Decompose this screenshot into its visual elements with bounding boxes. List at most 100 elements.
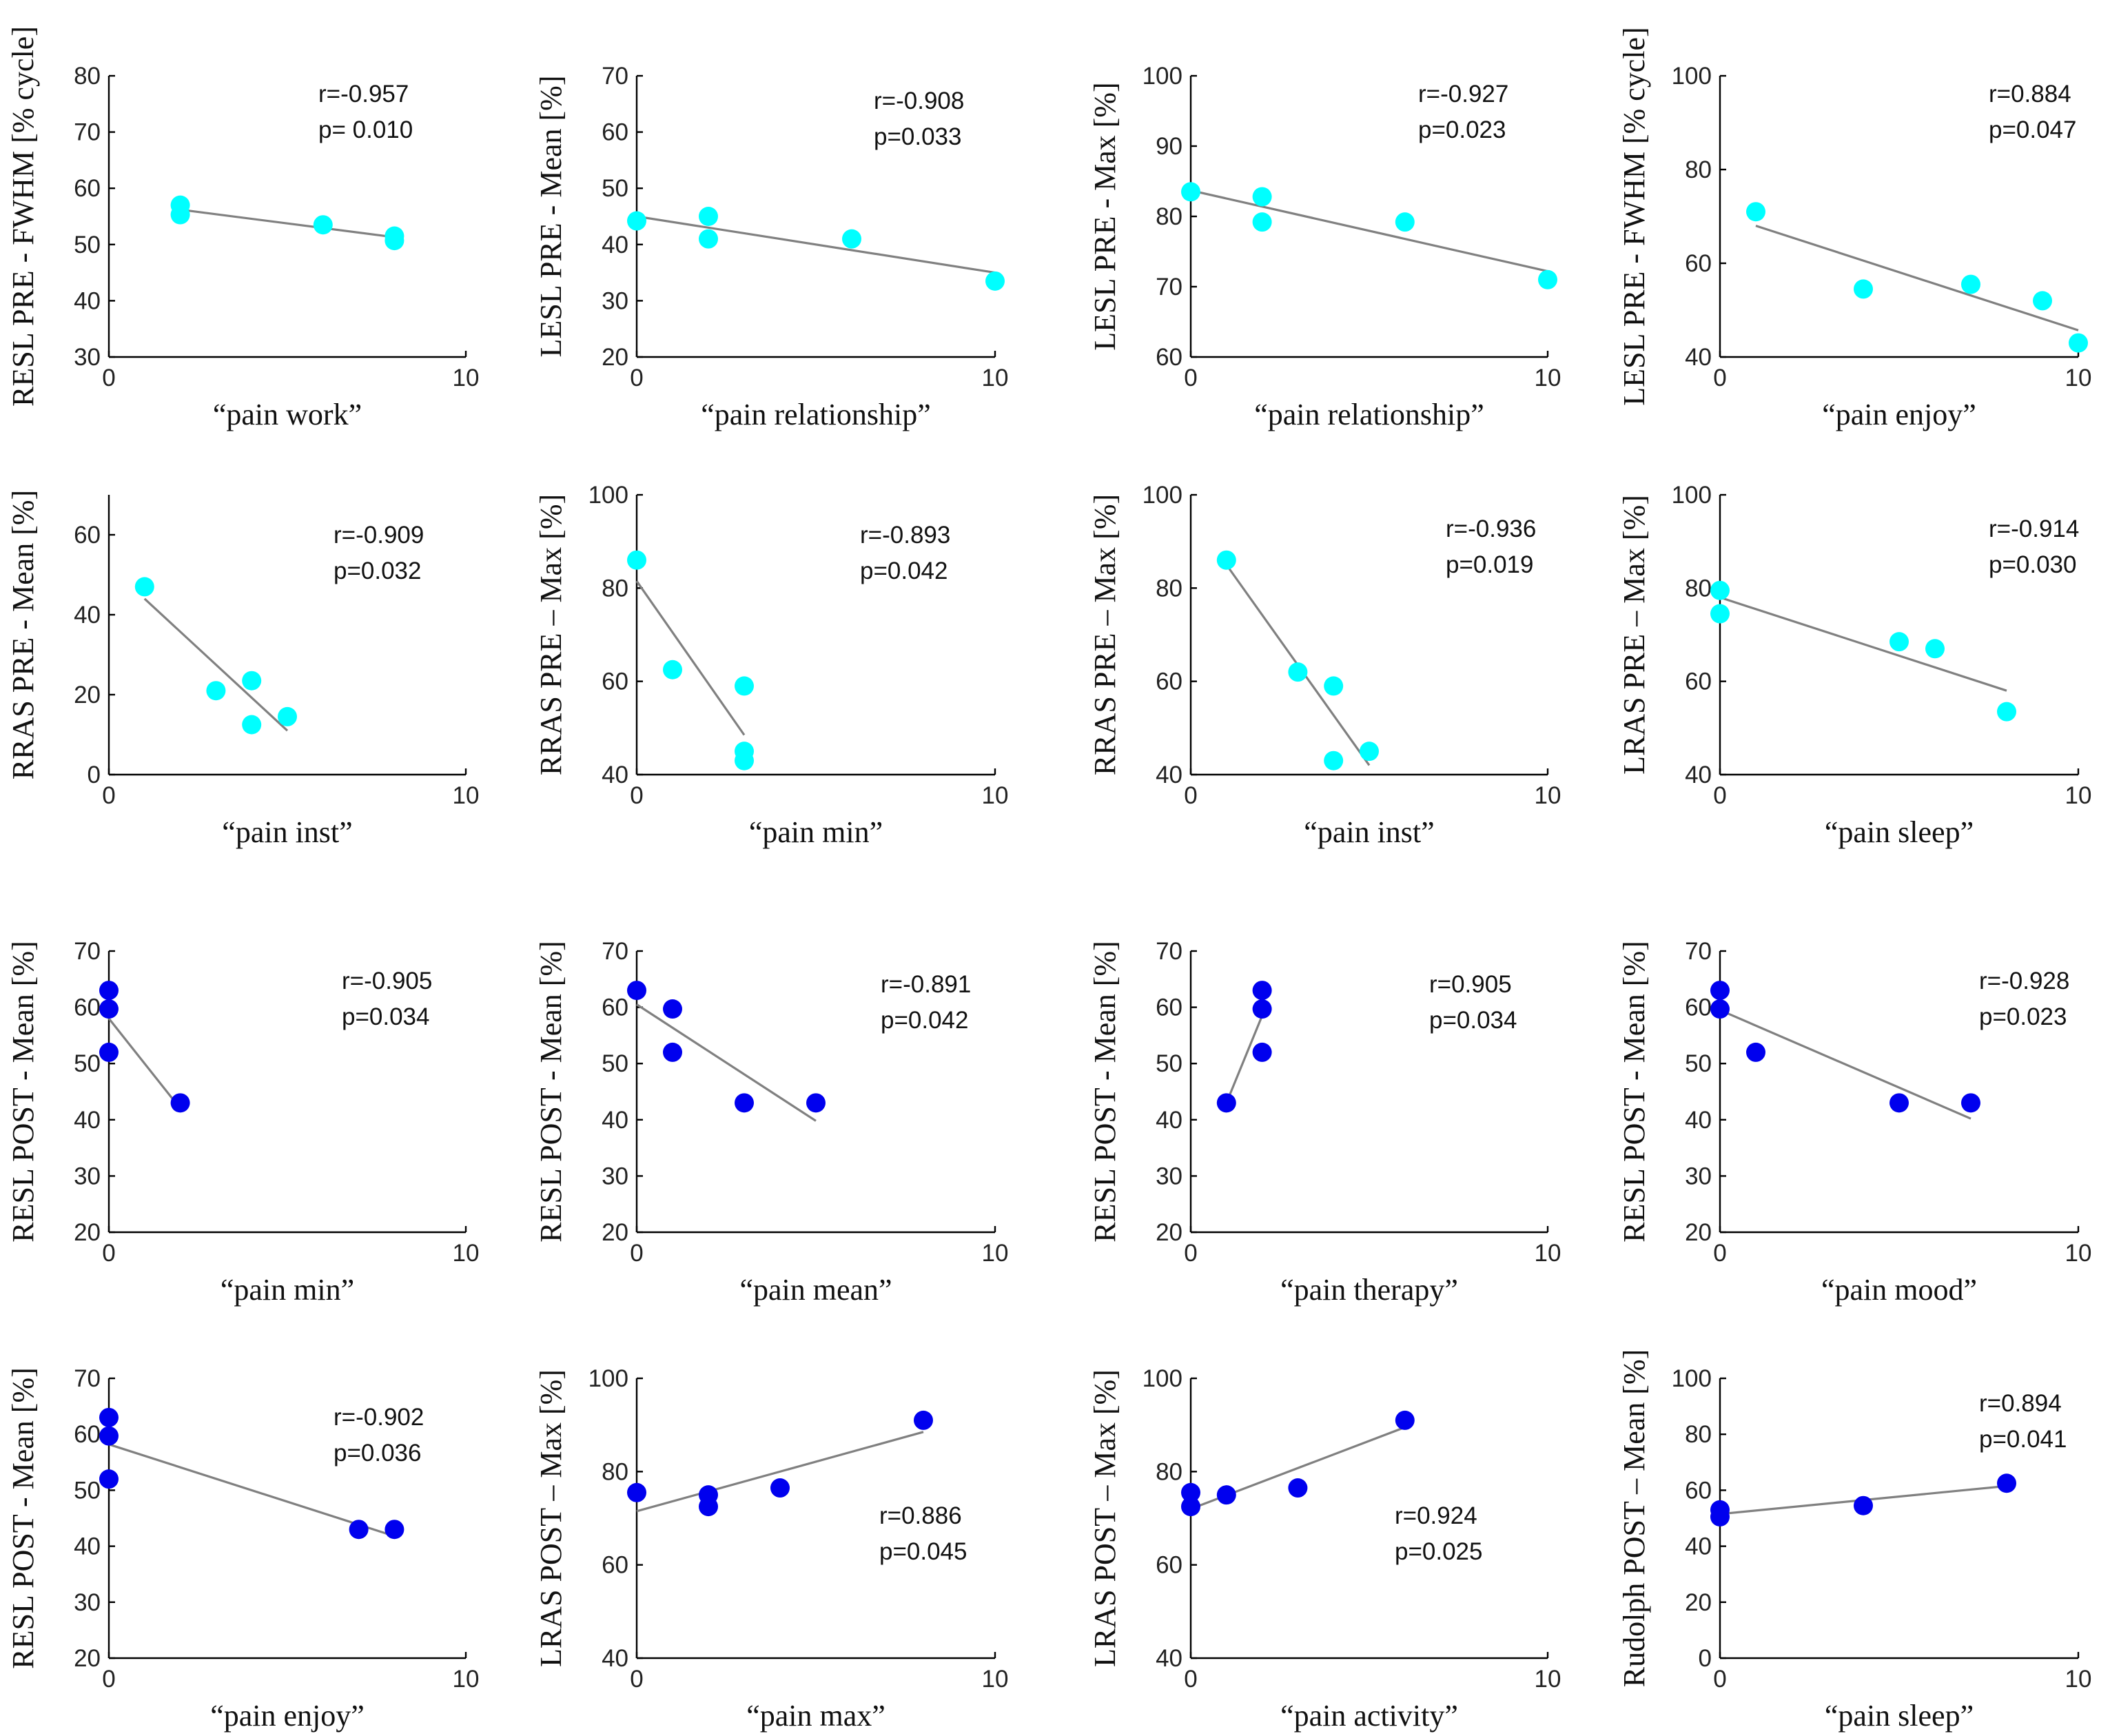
x-tick-label: 10 — [2065, 1240, 2092, 1267]
data-point — [99, 981, 119, 1001]
data-point — [842, 229, 861, 249]
x-axis-label: “pain inst” — [222, 815, 352, 849]
data-point — [663, 1042, 682, 1062]
x-tick-label: 10 — [982, 1240, 1009, 1267]
data-point — [1252, 999, 1272, 1019]
data-point — [735, 1093, 754, 1113]
data-point — [349, 1520, 369, 1540]
p-value: p=0.023 — [1979, 1003, 2067, 1030]
x-axis-label: “pain max” — [746, 1699, 885, 1733]
data-point — [1181, 182, 1200, 202]
data-point — [1216, 1485, 1236, 1505]
x-tick-label: 10 — [1535, 782, 1561, 809]
y-tick-label: 30 — [602, 1163, 628, 1189]
data-point — [385, 1520, 404, 1540]
y-tick-label: 50 — [602, 175, 628, 202]
y-tick-label: 70 — [1156, 274, 1182, 300]
x-tick-label: 0 — [1184, 782, 1197, 809]
p-value: p=0.030 — [1989, 551, 2077, 578]
r-value: r=-0.914 — [1989, 515, 2079, 542]
y-tick-label: 100 — [1672, 63, 1712, 90]
data-point — [1961, 274, 1980, 294]
y-axis-label: Rudolph POST – Mean [%] — [1617, 1349, 1651, 1688]
y-tick-label: 40 — [74, 1107, 101, 1134]
y-tick-label: 60 — [1685, 668, 1712, 695]
data-point — [806, 1093, 826, 1113]
data-point — [170, 205, 190, 225]
data-point — [1324, 750, 1344, 770]
x-tick-label: 0 — [102, 365, 115, 391]
x-axis-label: “pain relationship” — [1254, 398, 1484, 431]
x-tick-label: 0 — [630, 365, 643, 391]
data-point — [1961, 1093, 1980, 1113]
data-point — [170, 1093, 190, 1113]
y-axis-label: RESL PRE - FWHM [% cycle] — [6, 26, 40, 407]
scatter-panel-11: 20 30 40 50 60 70 0 10 “pain therapy” RESL POST -… — [1088, 938, 1561, 1307]
y-tick-label: 40 — [1685, 762, 1712, 788]
scatter-panel-8: 40 60 80 100 0 10 “pain sleep” LRAS PRE – Max [… — [1617, 482, 2091, 849]
y-axis-label: RESL POST - Mean [%] — [6, 941, 40, 1243]
regression-line — [180, 208, 395, 238]
y-tick-label: 0 — [88, 762, 101, 788]
x-tick-label: 10 — [453, 782, 480, 809]
data-point — [278, 706, 297, 726]
data-point — [627, 1482, 646, 1502]
x-tick-label: 0 — [102, 1666, 115, 1693]
data-point — [699, 229, 718, 249]
regression-line — [107, 1017, 181, 1110]
regression-line — [1719, 596, 2007, 692]
y-tick-label: 40 — [74, 1533, 101, 1560]
scatter-panel-14: 40 60 80 100 0 10 “pain max” LRAS POST – Max [%… — [534, 1365, 1008, 1733]
y-axis-label: RRAS PRE – Max [%] — [1088, 494, 1122, 775]
x-tick-label: 10 — [1535, 365, 1561, 391]
y-tick-label: 20 — [74, 1219, 101, 1246]
x-tick-label: 0 — [630, 1240, 643, 1267]
y-axis-label: RRAS PRE – Max [%] — [534, 494, 568, 775]
y-tick-label: 60 — [1156, 994, 1182, 1021]
data-point — [1288, 662, 1308, 682]
data-point — [1710, 999, 1730, 1019]
scatter-panel-6: 40 60 80 100 0 10 “pain min” RRAS PRE – Max [%]… — [534, 482, 1008, 849]
y-axis-label: LESL PRE - Max [%] — [1088, 82, 1122, 350]
y-tick-label: 100 — [1143, 482, 1182, 509]
r-value: r=-0.957 — [318, 81, 409, 108]
y-tick-label: 80 — [1156, 203, 1182, 230]
r-value: r=0.905 — [1429, 971, 1512, 998]
y-tick-label: 20 — [1685, 1589, 1712, 1616]
x-axis-label: “pain mean” — [739, 1273, 892, 1307]
y-tick-label: 50 — [1156, 1050, 1182, 1077]
data-point — [99, 999, 119, 1019]
y-tick-label: 100 — [1143, 63, 1182, 90]
y-tick-label: 40 — [602, 762, 628, 788]
regression-line — [108, 1443, 395, 1538]
p-value: p=0.042 — [860, 558, 948, 584]
scatter-panel-7: 40 60 80 100 0 10 “pain inst” RRAS PRE – Max [%… — [1088, 482, 1561, 849]
x-axis-label: “pain min” — [749, 815, 883, 849]
y-axis-label: LRAS POST – Max [%] — [534, 1369, 568, 1667]
data-point — [663, 999, 682, 1019]
data-point — [1360, 742, 1379, 762]
y-tick-label: 60 — [74, 175, 101, 202]
regression-line — [1719, 1009, 1971, 1120]
x-axis-label: “pain relationship” — [701, 398, 931, 431]
y-tick-label: 60 — [602, 668, 628, 695]
scatter-panel-16: 0 20 40 60 80 100 0 10 “pain sleep” Rudolph POST … — [1617, 1349, 2091, 1733]
r-value: r=0.884 — [1989, 81, 2071, 108]
y-tick-label: 60 — [602, 994, 628, 1021]
y-tick-label: 60 — [1685, 1477, 1712, 1504]
y-tick-label: 100 — [1143, 1365, 1182, 1392]
y-tick-label: 40 — [1156, 1107, 1182, 1134]
data-point — [2069, 333, 2088, 353]
y-tick-label: 20 — [1156, 1219, 1182, 1246]
y-tick-label: 80 — [1685, 156, 1712, 183]
data-point — [1181, 1497, 1200, 1517]
r-value: r=-0.902 — [334, 1404, 424, 1431]
y-tick-label: 70 — [74, 938, 101, 965]
y-tick-label: 20 — [602, 344, 628, 371]
y-tick-label: 30 — [74, 1589, 101, 1616]
data-point — [134, 577, 154, 597]
x-tick-label: 10 — [453, 1240, 480, 1267]
x-axis-label: “pain work” — [213, 398, 362, 431]
y-tick-label: 60 — [1685, 994, 1712, 1021]
regression-line — [1225, 1015, 1264, 1103]
